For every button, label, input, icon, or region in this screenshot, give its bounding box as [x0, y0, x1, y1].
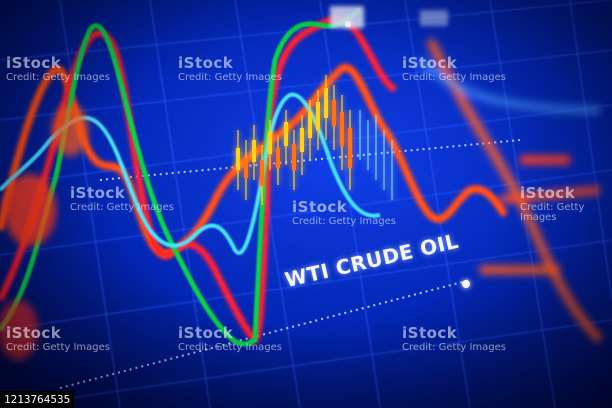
image-id-label: 1213764535 — [0, 391, 75, 408]
